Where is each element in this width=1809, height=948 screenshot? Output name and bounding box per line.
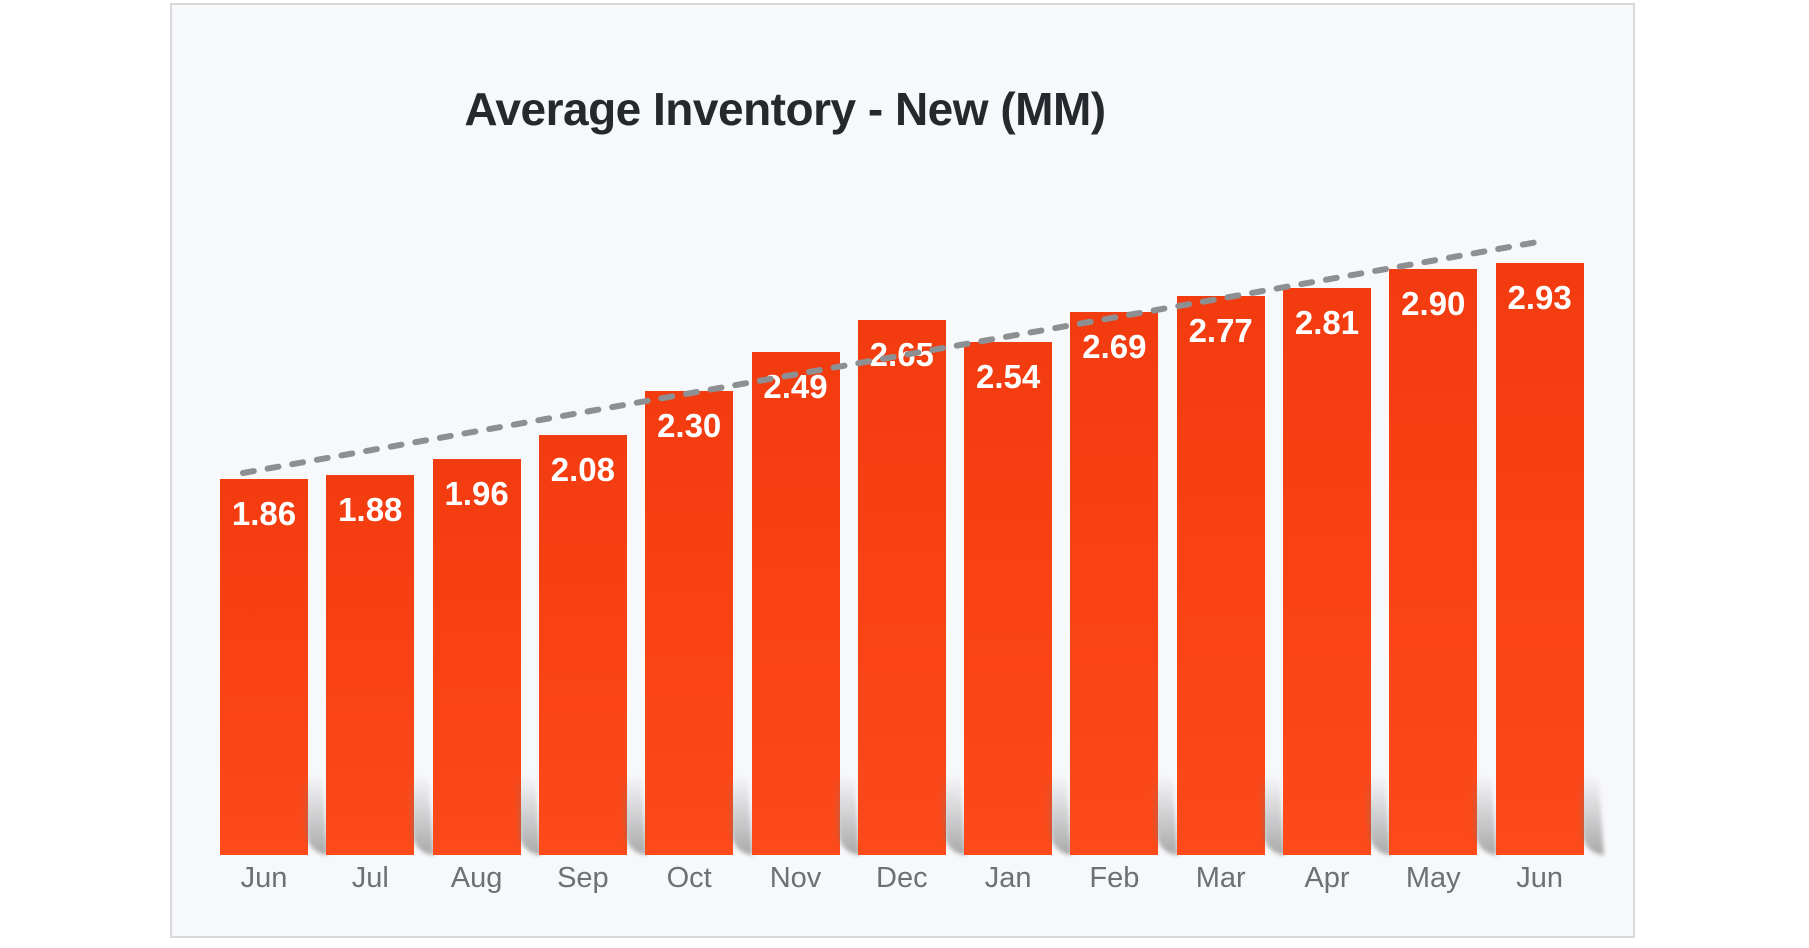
bar-jul-1[interactable]: 1.88 [326,475,435,855]
bar-mar-9[interactable]: 2.77 [1176,295,1285,855]
x-axis-label-2: Aug [450,862,503,894]
bar-curl-shadow [1150,742,1179,855]
bar-value-label: 2.30 [657,406,722,444]
x-axis-label-4: Oct [666,862,712,894]
bar-curl-shadow [1363,742,1391,855]
bar-value-label: 2.49 [763,368,828,406]
x-axis-label-11: May [1405,862,1461,894]
bar-curl-shadow [619,742,647,855]
bar-value-label: 2.81 [1294,303,1360,341]
x-axis-label-5: Nov [769,862,822,894]
bar-curl-shadow [300,742,328,855]
bar-curl-shadow [1044,742,1073,855]
x-axis-label-3: Sep [557,862,609,894]
bar-nov-5[interactable]: 2.49 [751,352,860,855]
bar-may-11[interactable]: 2.90 [1389,269,1498,855]
bar-curl-shadow [725,742,754,855]
bar-oct-4[interactable]: 2.30 [645,390,754,855]
x-axis-label-7: Jan [984,862,1032,894]
bar-curl-shadow [512,742,541,855]
x-axis-label-0: Jun [240,862,288,894]
bar-jun-0[interactable]: 1.86 [220,479,328,855]
x-axis-label-10: Apr [1304,862,1350,894]
bar-jun-12[interactable]: 2.93 [1495,263,1604,855]
bar-dec-6[interactable]: 2.65 [857,319,966,855]
bar-curl-shadow [1575,742,1604,855]
x-axis-label-9: Mar [1195,862,1246,894]
bar-curl-shadow [831,742,860,855]
bar-value-label: 2.77 [1188,311,1253,349]
chart-title: Average Inventory - New (MM) [464,83,1106,135]
bar-value-label: 2.08 [550,451,615,489]
bar-value-label: 2.54 [975,358,1041,396]
bar-value-label: 2.65 [869,335,934,373]
bar-curl-shadow [1469,742,1498,855]
bar-value-label: 1.96 [444,475,509,513]
bar-curl-shadow [1256,742,1285,855]
bar-value-label: 2.69 [1082,327,1147,365]
bar-curl-shadow [406,742,435,855]
bar-value-label: 2.90 [1401,285,1466,323]
bar-feb-8[interactable]: 2.69 [1070,311,1179,855]
x-axis-label-1: Jul [351,862,389,894]
bar-sep-3[interactable]: 2.08 [538,435,647,855]
x-axis-label-12: Jun [1516,862,1563,894]
bar-value-label: 1.88 [338,491,403,529]
bar-value-label: 1.86 [231,495,297,533]
x-axis-label-8: Feb [1089,862,1140,894]
bar-curl-shadow [937,742,966,855]
bar-value-label: 2.93 [1507,279,1572,317]
x-axis-label-6: Dec [876,862,928,894]
bar-apr-10[interactable]: 2.81 [1283,287,1391,855]
bar-aug-2[interactable]: 1.96 [432,459,541,855]
bar-jan-7[interactable]: 2.54 [964,342,1073,855]
